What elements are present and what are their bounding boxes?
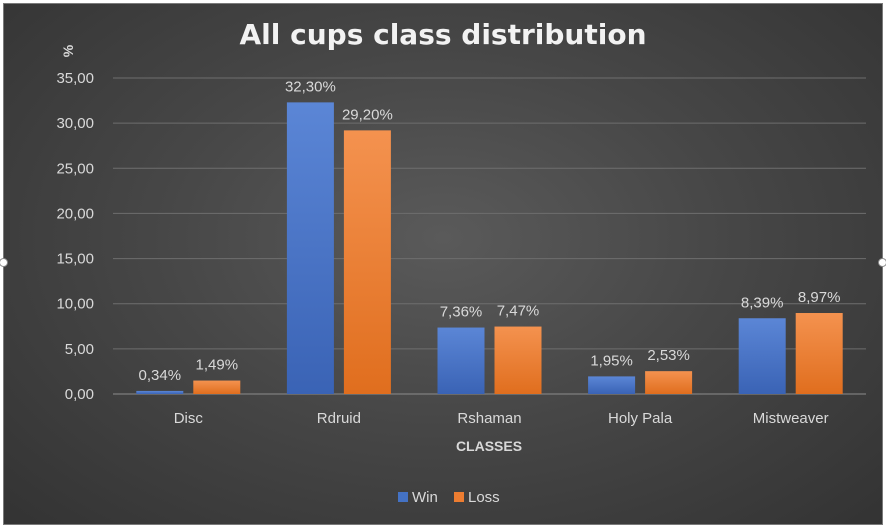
legend-label-loss: Loss [468, 489, 500, 506]
x-tick-label: Rdruid [317, 410, 361, 427]
x-tick-label: Rshaman [457, 410, 521, 427]
bar-loss [193, 380, 241, 394]
data-label: 32,30% [285, 78, 336, 95]
y-tick-label: 10,00 [56, 296, 94, 313]
chart-area[interactable] [3, 3, 883, 525]
resize-handle-left[interactable] [0, 258, 8, 267]
x-axis-title: CLASSES [456, 438, 522, 454]
bar-win [136, 390, 184, 394]
data-label: 8,97% [798, 289, 841, 306]
data-label: 7,47% [497, 303, 540, 320]
bar-win [437, 327, 485, 394]
y-tick-label: 35,00 [56, 70, 94, 87]
y-axis-ticks: 0,00 5,00 10,00 15,00 20,00 25,00 30,00 35,00 [56, 70, 94, 403]
x-axis-ticks: Disc Rdruid Rshaman Holy Pala Mistweaver [174, 410, 829, 427]
resize-handle-right[interactable] [878, 258, 886, 267]
data-labels: 0,34% 1,49% 32,30% 29,20% 7,36% 7,47% 1,95% 2,5… [139, 78, 841, 384]
legend-swatch-win [398, 492, 408, 502]
data-label: 7,36% [440, 304, 483, 321]
data-label: 29,20% [342, 106, 393, 123]
x-tick-label: Disc [174, 410, 204, 427]
bars [136, 102, 843, 395]
bar-loss [645, 371, 693, 394]
legend: Win Loss [398, 489, 500, 506]
bar-loss [343, 130, 391, 394]
y-tick-label: 20,00 [56, 205, 94, 222]
y-tick-label: 25,00 [56, 160, 94, 177]
legend-label-win: Win [412, 489, 438, 506]
data-label: 8,39% [741, 294, 784, 311]
y-axis-label: % [60, 44, 76, 57]
legend-swatch-loss [454, 492, 464, 502]
data-label: 1,49% [196, 357, 239, 374]
y-tick-label: 30,00 [56, 115, 94, 132]
bar-loss [494, 326, 542, 394]
data-label: 2,53% [647, 347, 690, 364]
data-label: 1,95% [590, 352, 633, 369]
y-tick-label: 0,00 [65, 386, 94, 403]
x-tick-label: Holy Pala [608, 410, 673, 427]
bar-win [588, 376, 636, 394]
y-tick-label: 15,00 [56, 251, 94, 268]
bar-loss [795, 313, 843, 394]
x-tick-label: Mistweaver [753, 410, 829, 427]
data-label: 0,34% [139, 367, 182, 384]
bar-win [286, 102, 334, 395]
bar-win [738, 318, 786, 394]
y-tick-label: 5,00 [65, 341, 94, 358]
chart-title: All cups class distribution [240, 18, 647, 51]
